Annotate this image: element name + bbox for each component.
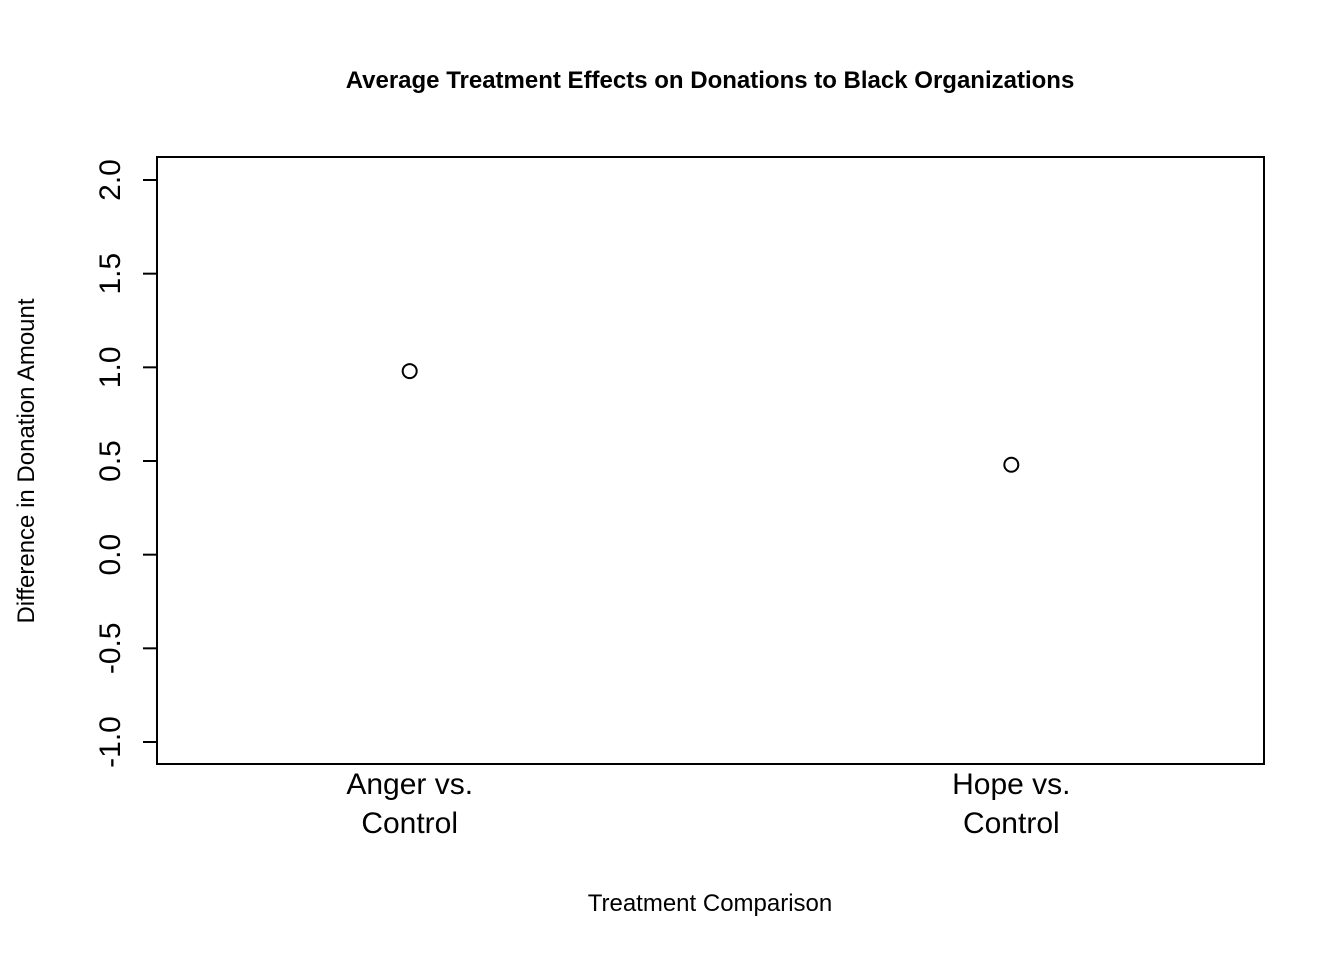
y-tick-label-6: 2.0 <box>94 159 127 201</box>
y-tick-label-3: 0.5 <box>94 440 127 482</box>
y-tick-label-5: 1.5 <box>94 253 127 295</box>
x-axis: Anger vs. Control Hope vs. Control <box>346 768 1070 840</box>
data-point-1 <box>1003 456 1020 473</box>
x-tick-label-1: Hope vs. Control <box>952 768 1070 840</box>
x-axis-label: Treatment Comparison <box>588 890 833 917</box>
y-tick-label-2: 0.0 <box>94 534 127 576</box>
y-axis: -1.0 -0.5 0.0 0.5 1.0 1.5 2.0 <box>94 159 157 768</box>
x-tick-label-0: Anger vs. Control <box>346 768 473 840</box>
data-point-0 <box>401 363 418 380</box>
y-axis-label: Difference in Donation Amount <box>13 298 40 623</box>
y-tick-label-4: 1.0 <box>94 346 127 388</box>
chart-title: Average Treatment Effects on Donations t… <box>346 67 1075 94</box>
y-tick-label-0: -1.0 <box>94 716 127 768</box>
plot-frame <box>156 156 1265 765</box>
data-points <box>401 363 1020 473</box>
y-tick-label-1: -0.5 <box>94 622 127 674</box>
